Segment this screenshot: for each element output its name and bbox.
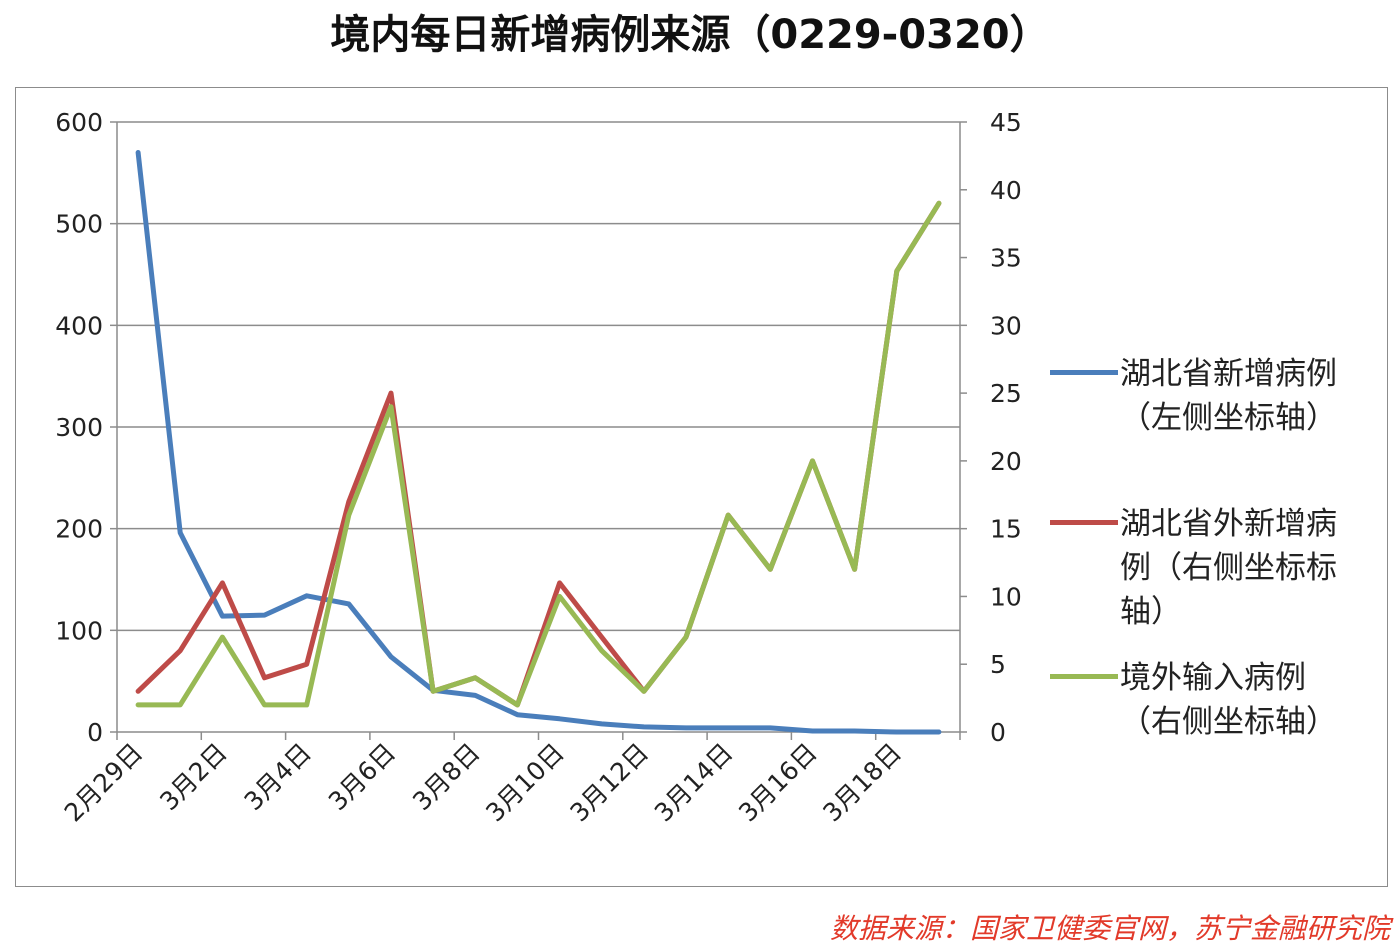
x-tick-label: 3月16日 <box>733 738 823 828</box>
gridlines <box>117 121 960 632</box>
chart-frame <box>15 87 1388 887</box>
left-tick-label: 400 <box>55 311 103 340</box>
right-tick-label: 15 <box>990 515 1022 544</box>
series-line-hubei <box>135 150 942 735</box>
x-tick-label: 2月29日 <box>59 738 149 828</box>
series-lines <box>135 150 942 735</box>
right-tick-label: 0 <box>990 718 1006 747</box>
x-tick-label: 3月14日 <box>649 738 739 828</box>
right-tick-label: 30 <box>990 311 1022 340</box>
legend-swatch-hubei <box>1050 370 1118 375</box>
left-tick-label: 200 <box>55 515 103 544</box>
data-source-note: 数据来源：国家卫健委官网，苏宁金融研究院 <box>829 912 1390 945</box>
left-tick-label: 100 <box>55 616 103 645</box>
left-tick-label: 500 <box>55 210 103 239</box>
left-tick-label: 0 <box>87 718 103 747</box>
series-line-imported <box>135 200 942 708</box>
right-tick-label: 10 <box>990 582 1022 611</box>
legend-label-hubei: 湖北省新增病例（左侧坐标轴） <box>1120 356 1337 436</box>
legend-label-imported: 境外输入病例（右侧坐标轴） <box>1120 660 1337 740</box>
x-tick-label: 3月10日 <box>480 738 570 828</box>
chart-title: 境内每日新增病例来源（0229-0320） <box>330 12 1050 58</box>
x-tick-label: 3月2日 <box>154 738 232 816</box>
x-tick-label: 3月6日 <box>323 738 401 816</box>
right-tick-label: 5 <box>990 650 1006 679</box>
legend-swatch-imported <box>1050 674 1118 679</box>
right-axis-ticks: 0 5 10 15 20 25 30 35 40 45 <box>960 108 1022 747</box>
left-tick-label: 600 <box>55 108 103 137</box>
x-tick-label: 3月8日 <box>407 738 485 816</box>
legend-label-outside: 湖北省外新增病例（右侧坐标标轴） <box>1120 506 1337 630</box>
x-tick-label: 3月12日 <box>565 738 655 828</box>
legend-swatch-outside <box>1050 520 1118 525</box>
right-tick-label: 45 <box>990 108 1022 137</box>
x-axis-ticks: 2月29日 3月2日 3月4日 3月6日 3月8日3月10日3月12日3月14日3月16… <box>59 732 961 828</box>
x-tick-label: 3月4日 <box>239 738 317 816</box>
x-tick-label: 3月18日 <box>817 738 907 828</box>
right-tick-label: 25 <box>990 379 1022 408</box>
right-tick-label: 20 <box>990 447 1022 476</box>
left-tick-label: 300 <box>55 413 103 442</box>
right-tick-label: 35 <box>990 244 1022 273</box>
left-axis-ticks: 0 100 200 300 400 500 600 <box>55 108 117 747</box>
right-tick-label: 40 <box>990 176 1022 205</box>
